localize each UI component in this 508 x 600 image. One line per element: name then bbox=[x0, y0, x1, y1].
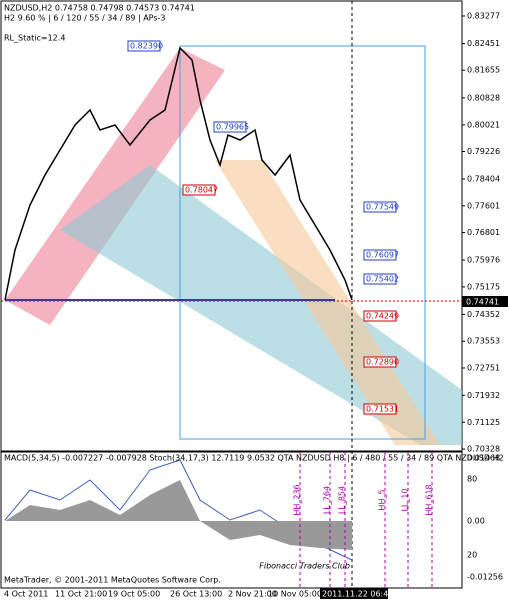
current-price: 0.74741 bbox=[466, 298, 499, 307]
vertical-label: LL_764 bbox=[323, 486, 332, 514]
macd-axis-label: 0.00 bbox=[467, 517, 485, 526]
price-label: 0.71125 bbox=[467, 418, 500, 427]
vertical-label: LL_10 bbox=[401, 488, 410, 511]
level-box bbox=[363, 201, 397, 213]
macd-axis-label: 20 bbox=[467, 551, 477, 560]
price-label: 0.78404 bbox=[467, 175, 500, 184]
current-price-bg bbox=[462, 296, 508, 307]
macd-axis-label: -0.01256 bbox=[467, 573, 503, 582]
main-chart-frame bbox=[0, 0, 463, 452]
vertical-label: HH_618 bbox=[425, 484, 434, 515]
price-label: 0.82451 bbox=[467, 39, 500, 48]
watermark: Fibonacci Traders Club bbox=[259, 562, 350, 571]
price-label: 0.72751 bbox=[467, 364, 500, 373]
level-label: 0.75402 bbox=[366, 275, 399, 284]
price-label: 0.74352 bbox=[467, 310, 500, 319]
level-box bbox=[363, 273, 397, 285]
level-label: 0.72890 bbox=[366, 358, 399, 367]
level-label: 0.74249 bbox=[366, 312, 399, 321]
price-label: 0.80021 bbox=[467, 120, 500, 129]
fib-box bbox=[179, 45, 426, 440]
macd-axis-label: 80 bbox=[467, 475, 477, 484]
price-label: 0.79226 bbox=[467, 147, 500, 156]
price-label: 0.75976 bbox=[467, 256, 500, 265]
header-symbol: NZDUSD,H2 0.74758 0.74798 0.74573 0.7474… bbox=[4, 4, 195, 13]
price-series bbox=[4, 46, 353, 301]
macd-header: MACD(5,34,5) -0.007227 -0.007928 Stoch(3… bbox=[4, 454, 504, 463]
level-box bbox=[363, 249, 397, 261]
level-label: 0.78047 bbox=[185, 186, 218, 195]
time-label: 4 Oct 2011 bbox=[4, 590, 48, 599]
level-box bbox=[363, 403, 397, 415]
time-label: 10 Nov 05:00 bbox=[268, 590, 322, 599]
price-label: 0.76801 bbox=[467, 228, 500, 237]
time-label: 11 Oct 21:00 bbox=[55, 590, 107, 599]
vertical-label: LL_854 bbox=[338, 486, 347, 514]
price-label: 0.83277 bbox=[467, 12, 500, 21]
level-label: 0.82390 bbox=[130, 42, 163, 51]
price-label: 0.70328 bbox=[467, 445, 500, 454]
price-label: 0.75175 bbox=[467, 282, 500, 291]
level-box bbox=[213, 121, 247, 133]
level-label: 0.77549 bbox=[366, 203, 399, 212]
current-time: 2011.11.22 06:47 bbox=[322, 590, 393, 599]
price-label: 0.81655 bbox=[467, 66, 500, 75]
indicator-label: RL_Static=12.4 bbox=[4, 34, 65, 43]
macd-histogram bbox=[5, 480, 352, 550]
level-box bbox=[363, 310, 397, 322]
vertical-label: HH_5 bbox=[378, 489, 387, 510]
price-label: 0.73553 bbox=[467, 337, 500, 346]
level-label: 0.71531 bbox=[366, 405, 399, 414]
level-box bbox=[363, 356, 397, 368]
level-box bbox=[182, 184, 216, 196]
header-settings: H2 9.60 % | 6 / 120 / 55 / 34 / 89 | APs… bbox=[4, 14, 166, 23]
level-box bbox=[127, 40, 161, 52]
time-label: 26 Oct 13:00 bbox=[170, 590, 222, 599]
macd-frame bbox=[0, 451, 463, 589]
price-label: 0.71932 bbox=[467, 391, 500, 400]
orange-fan bbox=[215, 160, 440, 445]
vertical-label: HH_236 bbox=[293, 484, 302, 515]
level-label: 0.79965 bbox=[216, 123, 249, 132]
price-label: 0.77601 bbox=[467, 201, 500, 210]
pink-channel bbox=[5, 48, 225, 325]
current-time-bg bbox=[320, 588, 388, 599]
macd-axis-label: 0.01468 bbox=[467, 454, 500, 463]
level-label: 0.76097 bbox=[366, 251, 399, 260]
time-label: 19 Oct 05:00 bbox=[108, 590, 160, 599]
price-label: 0.80828 bbox=[467, 93, 500, 102]
time-label: 2 Nov 21:00 bbox=[228, 590, 277, 599]
copyright: MetaTrader, © 2001-2011 MetaQuotes Softw… bbox=[4, 576, 221, 585]
